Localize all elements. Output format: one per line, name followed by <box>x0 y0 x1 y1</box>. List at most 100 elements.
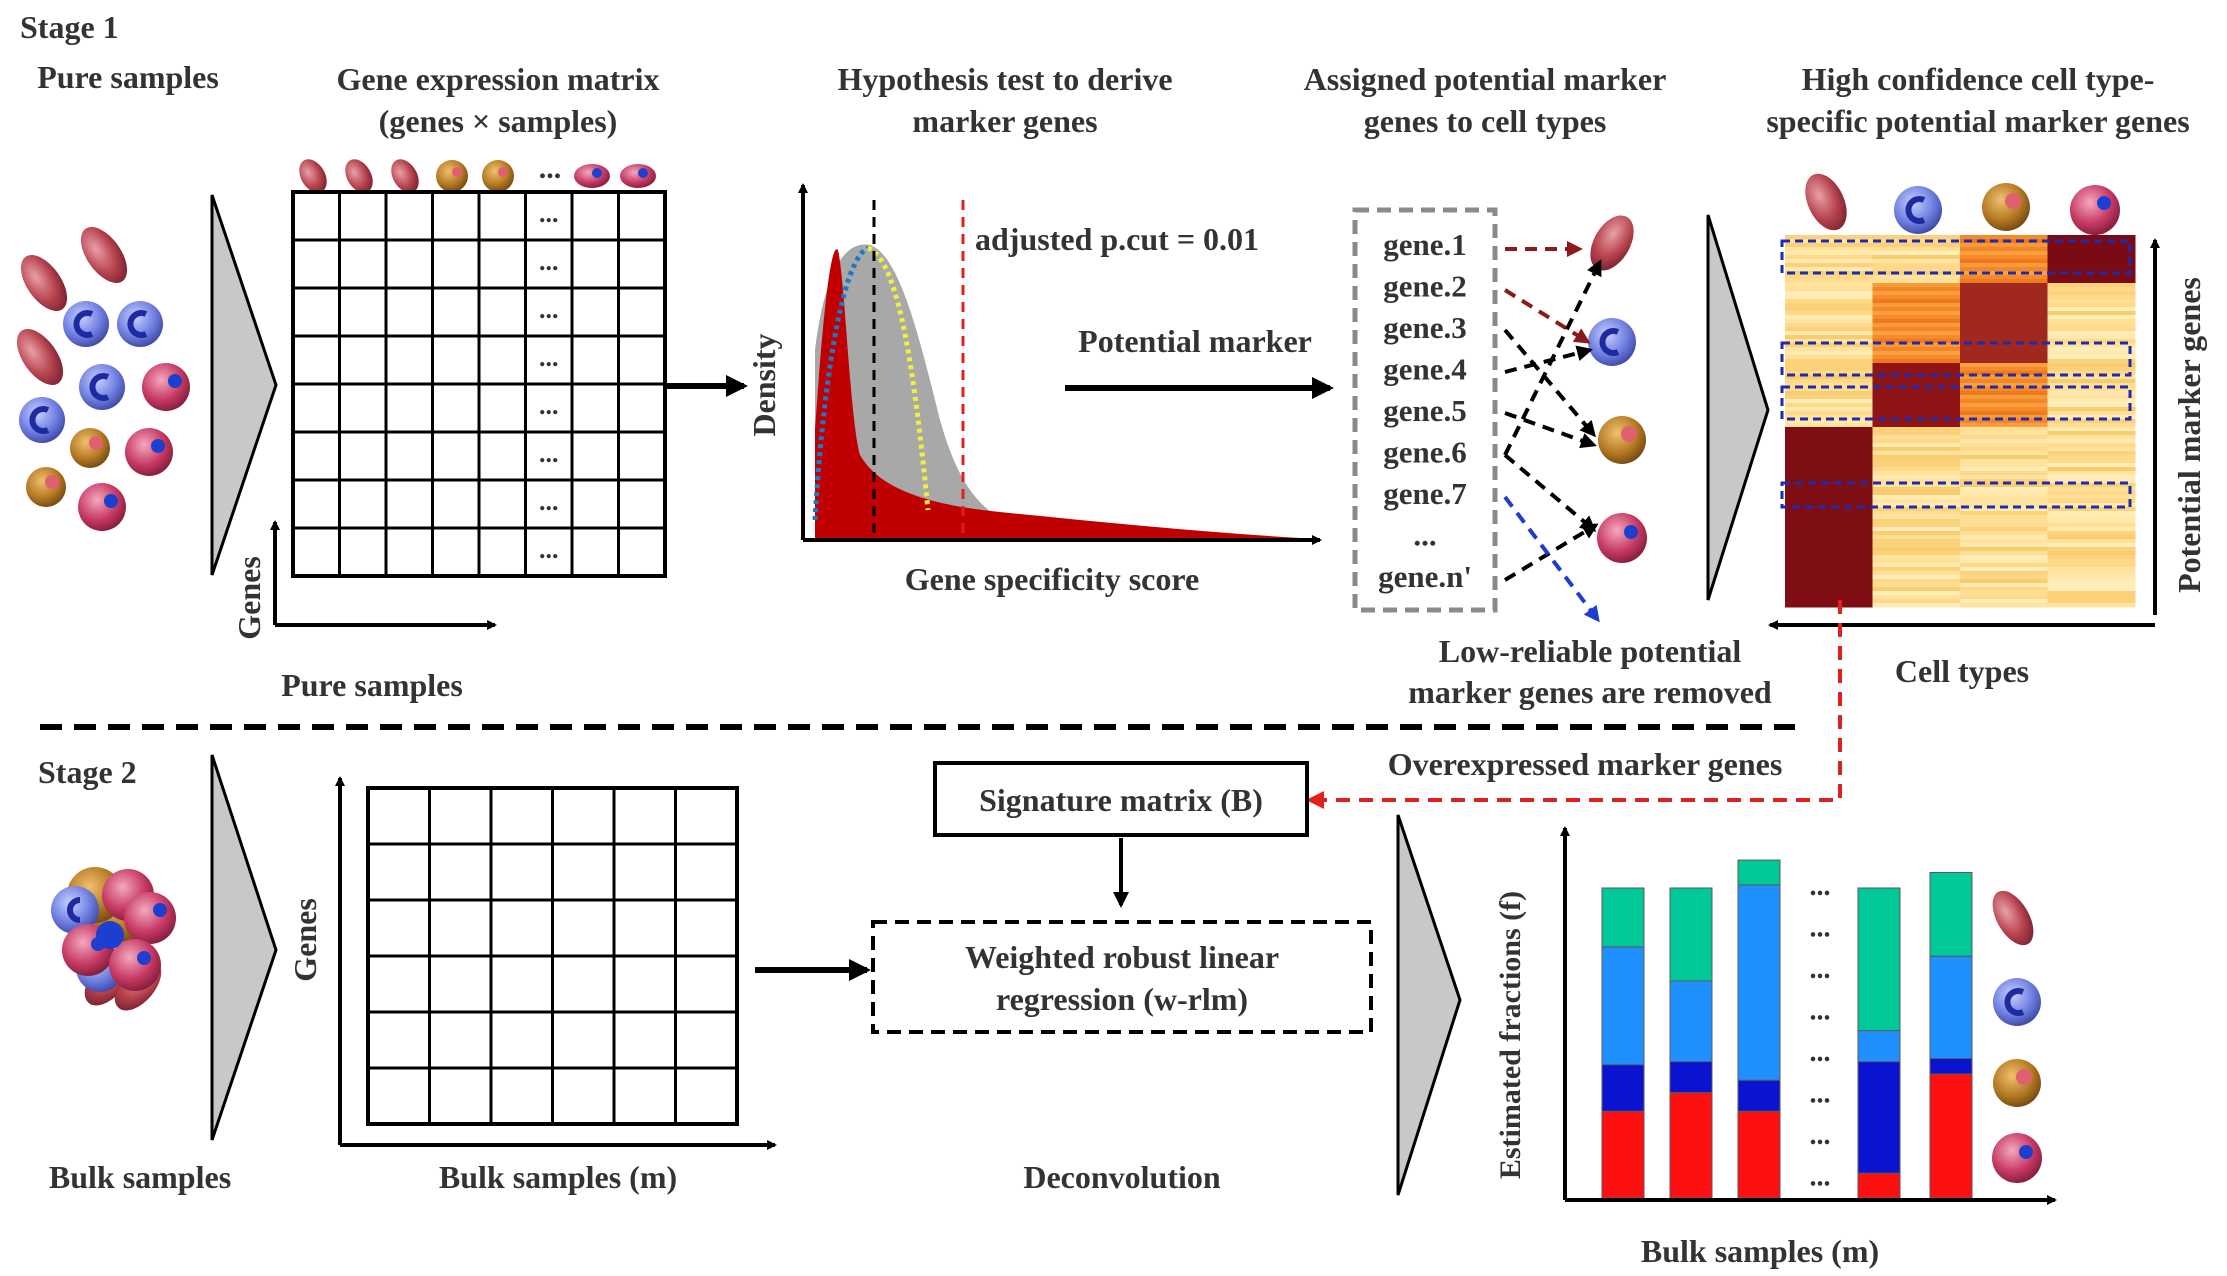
heatmap-cell <box>1785 575 1873 580</box>
brown-cell-icon <box>70 428 110 468</box>
heatmap-cell <box>1960 299 2048 304</box>
hypothesis-title-line2: marker genes <box>912 103 1097 139</box>
bulk-samples-label: Bulk samples <box>49 1159 231 1195</box>
heatmap-cell <box>1872 539 1961 544</box>
heatmap-cell <box>1785 527 1873 532</box>
heatmap-cell <box>1960 583 2048 588</box>
heatmap-cell <box>1872 295 1961 300</box>
heatmap-cell <box>1960 367 2048 372</box>
heatmap-cell <box>1960 343 2048 348</box>
heatmap-cell <box>1872 555 1961 560</box>
heatmap-cell <box>1960 431 2048 436</box>
heatmap-cell <box>1872 455 1961 460</box>
heatmap-cell <box>1785 483 1873 488</box>
heatmap-cell <box>2047 359 2136 364</box>
heatmap-cell <box>2047 495 2136 500</box>
heatmap-cell <box>1785 267 1873 272</box>
heatmap-cell <box>1960 251 2048 256</box>
heatmap-cell <box>2047 379 2136 384</box>
matrix-header-cells: ... <box>299 152 656 193</box>
heatmap-cell <box>1960 371 2048 376</box>
bar-segment <box>1601 887 1645 948</box>
heatmap-cell <box>1872 355 1961 360</box>
bar-segment <box>1601 1110 1645 1199</box>
heatmap-cell <box>1960 539 2048 544</box>
heatmap-cell <box>2047 415 2136 420</box>
red-cell-icon <box>80 227 128 283</box>
heatmap-cell <box>1785 579 1873 584</box>
high-conf-title-line1: High confidence cell type- <box>1802 61 2155 97</box>
heatmap-cell <box>1872 411 1961 416</box>
heatmap-cell <box>2047 315 2136 320</box>
heatmap-cell <box>1785 471 1873 476</box>
heatmap-cell <box>1960 511 2048 516</box>
heatmap-cell <box>1785 331 1873 336</box>
heatmap-cell <box>2047 483 2136 488</box>
blue-cell-icon <box>19 397 65 443</box>
pink-cell-icon <box>620 164 656 188</box>
heatmap-cell <box>1872 515 1961 520</box>
heatmap-cell <box>1960 567 2048 572</box>
heatmap-cell <box>1785 251 1873 256</box>
heatmap-cell <box>2047 487 2136 492</box>
heatmap-cell <box>2047 295 2136 300</box>
heatmap-cell <box>1785 531 1873 536</box>
heatmap-cell <box>1785 535 1873 540</box>
pink-cell-icon <box>574 164 610 188</box>
heatmap-cell <box>1960 587 2048 592</box>
fit-right-dotted <box>866 245 931 511</box>
heatmap-cell <box>1872 527 1961 532</box>
heatmap-cell <box>1785 367 1873 372</box>
heatmap-cell <box>1872 451 1961 456</box>
heatmap-cell <box>1872 419 1961 424</box>
hypothesis-title-line1: Hypothesis test to derive <box>837 61 1172 97</box>
heatmap-cell <box>1960 467 2048 472</box>
score-distribution-area <box>815 249 1310 541</box>
density-axis-label: Density <box>746 333 782 436</box>
heatmap-cell <box>1960 523 2048 528</box>
assignment-arrows <box>1503 241 1602 623</box>
matrix-cell-ellipsis: ... <box>539 295 559 324</box>
heatmap-cell <box>2047 503 2136 508</box>
heatmap-cell <box>1960 287 2048 292</box>
heatmap-cell <box>2047 407 2136 412</box>
heatmap-cell <box>2047 447 2136 452</box>
heatmap-cell <box>1960 307 2048 312</box>
heatmap-cell <box>2047 259 2136 264</box>
brown-cell-icon <box>1982 183 2030 231</box>
heatmap-cell <box>1785 431 1873 436</box>
heatmap-cell <box>1872 571 1961 576</box>
heatmap-cell <box>1960 483 2048 488</box>
heatmap-cell <box>1872 543 1961 548</box>
heatmap-cell <box>2047 263 2136 268</box>
heatmap-cell <box>1960 347 2048 352</box>
bar-segment <box>1929 1058 1973 1075</box>
heatmap-cell <box>1960 463 2048 468</box>
bar-segment <box>1857 1172 1901 1199</box>
fractions-y-label: Estimated fractions (f) <box>1494 891 1527 1179</box>
heatmap-cell <box>1960 563 2048 568</box>
bar-segment <box>1929 1073 1973 1199</box>
heatmap-cell <box>2047 239 2136 244</box>
heatmap-flow-arrow-icon <box>1706 214 1770 601</box>
heatmap-cell <box>1785 347 1873 352</box>
fractions-x-label: Bulk samples (m) <box>1641 1233 1879 1269</box>
heatmap-cell <box>2047 499 2136 504</box>
matrix-cell-ellipsis: ... <box>539 535 559 564</box>
heatmap-cell <box>1785 479 1873 484</box>
heatmap-cell <box>1872 259 1961 264</box>
heatmap-cell <box>1960 495 2048 500</box>
heatmap-cell <box>1785 355 1873 360</box>
header-ellipsis: ... <box>539 152 562 185</box>
gene-item: gene.4 <box>1383 352 1467 387</box>
heatmap-cell <box>2047 443 2136 448</box>
heatmap-cell <box>1872 315 1961 320</box>
heatmap-cell <box>1872 459 1961 464</box>
pink-cell-icon <box>1992 1133 2042 1183</box>
heatmap-cell <box>2047 303 2136 308</box>
heatmap-cell <box>1785 411 1873 416</box>
gene-list-box <box>1352 207 1498 613</box>
heatmap-cell <box>2047 371 2136 376</box>
heatmap-cell <box>1785 435 1873 440</box>
heatmap-cell <box>1960 259 2048 264</box>
